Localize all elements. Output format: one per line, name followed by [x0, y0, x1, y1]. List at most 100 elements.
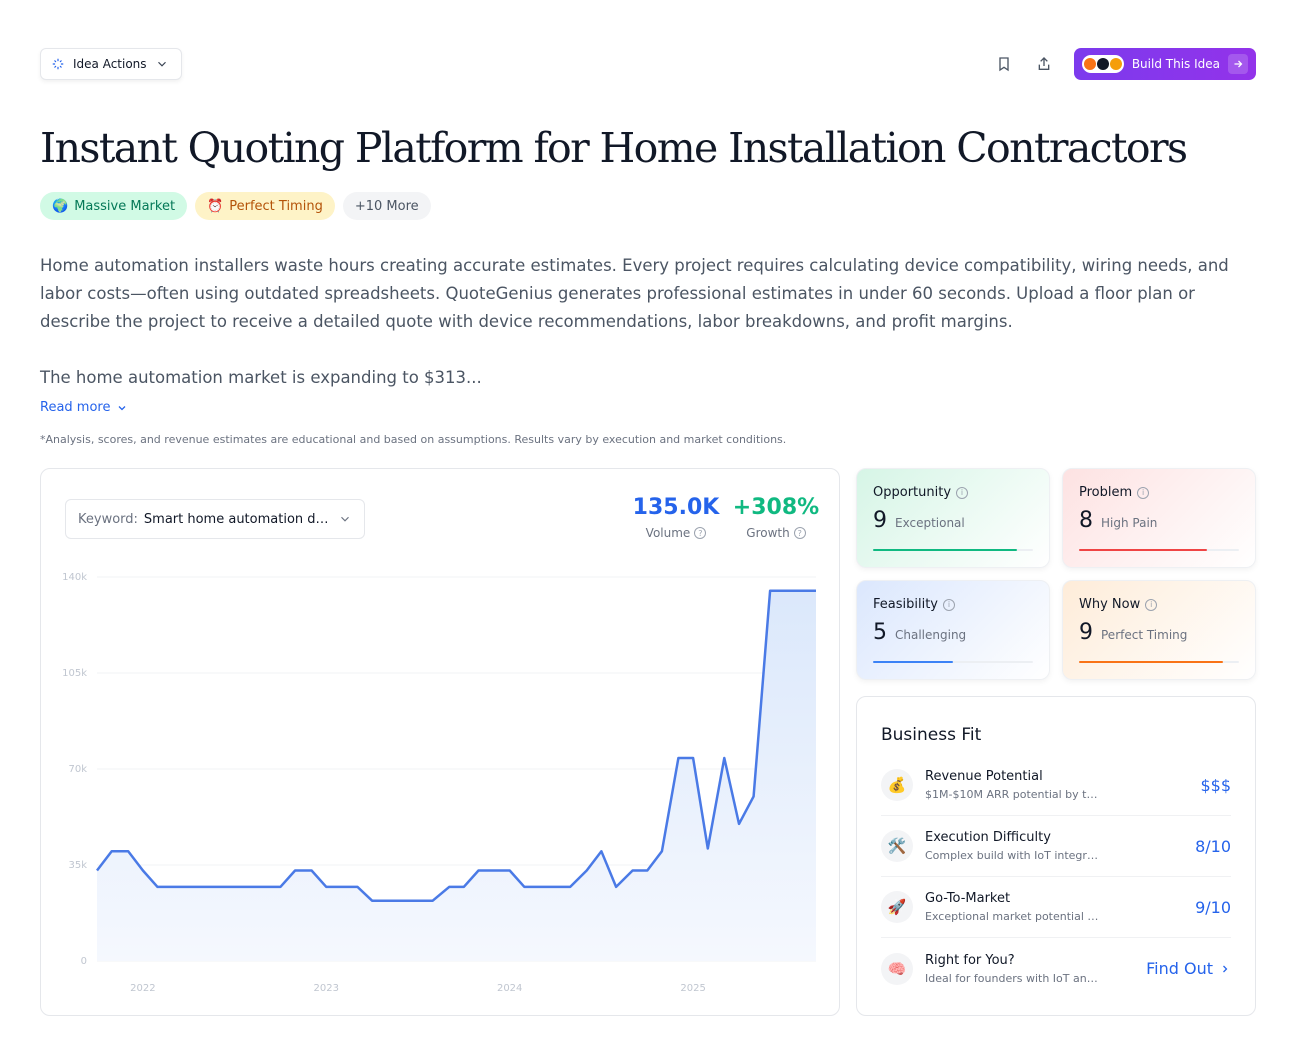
row-value: 8/10: [1195, 836, 1231, 856]
share-button[interactable]: [1034, 54, 1054, 74]
score-label: Opportunity: [873, 485, 952, 500]
business-fit-title: Business Fit: [881, 725, 982, 745]
score-track: [1079, 549, 1239, 551]
score-value: 8: [1079, 508, 1093, 533]
y-tick-label: 70k: [68, 764, 87, 775]
score-card-why-now[interactable]: Why Now i 9 Perfect Timing: [1062, 580, 1256, 680]
x-tick-label: 2024: [497, 983, 522, 994]
business-fit-row-execution[interactable]: 🛠️ Execution Difficulty Complex build wi…: [881, 816, 1231, 877]
build-this-idea-label: Build This Idea: [1131, 57, 1220, 71]
tools-icon: 🛠️: [881, 830, 913, 862]
score-track: [1079, 661, 1239, 663]
info-icon[interactable]: i: [1145, 598, 1158, 611]
chevron-down-icon: [341, 516, 349, 522]
volume-value: 135.0K: [632, 495, 720, 520]
idea-actions-button[interactable]: Idea Actions: [40, 48, 182, 80]
money-bag-icon: 💰: [881, 769, 913, 801]
score-label: Feasibility: [873, 597, 938, 612]
row-subtitle: Complex build with IoT integrations: [925, 849, 1100, 862]
x-tick-label: 2025: [680, 983, 705, 994]
business-fit-row-revenue[interactable]: 💰 Revenue Potential $1M-$10M ARR potenti…: [881, 755, 1231, 816]
page-title: Instant Quoting Platform for Home Instal…: [40, 124, 1188, 172]
share-icon: [1038, 57, 1050, 70]
find-out-label: Find Out: [1146, 959, 1213, 978]
volume-stat: 135.0K Volume ?: [631, 495, 721, 540]
score-value: 9: [1079, 620, 1093, 645]
keyword-label: Keyword:: [78, 511, 138, 527]
partner-logo-icon: [1109, 58, 1122, 70]
x-tick-label: 2023: [314, 983, 339, 994]
row-name: Go-To-Market: [925, 891, 1011, 906]
top-bar: Idea Actions Build This Idea: [40, 48, 1256, 80]
help-icon[interactable]: ?: [793, 527, 806, 539]
info-icon[interactable]: i: [943, 598, 955, 611]
business-fit-row-go-to-market[interactable]: 🚀 Go-To-Market Exceptional market potent…: [881, 877, 1231, 938]
bookmark-icon: [999, 57, 1009, 72]
bookmark-button[interactable]: [994, 54, 1014, 74]
volume-label: Volume: [645, 526, 691, 540]
tag-label: Massive Market: [74, 198, 176, 214]
score-value: 5: [873, 620, 887, 645]
score-card-problem[interactable]: Problem i 8 High Pain: [1062, 468, 1256, 568]
partner-logos: [1081, 55, 1124, 73]
y-tick-label: 140k: [62, 572, 87, 583]
help-icon[interactable]: ?: [694, 527, 707, 539]
idea-actions-label: Idea Actions: [73, 57, 147, 71]
tag-more[interactable]: +10 More: [342, 192, 431, 220]
keyword-select[interactable]: Keyword: Smart home automation devices: [65, 499, 365, 539]
score-card-feasibility[interactable]: Feasibility i 5 Challenging: [856, 580, 1050, 680]
business-fit-row-right-for-you[interactable]: 🧠 Right for You? Ideal for founders with…: [881, 938, 1231, 999]
score-card-opportunity[interactable]: Opportunity i 9 Exceptional: [856, 468, 1050, 568]
y-tick-label: 35k: [68, 860, 87, 871]
growth-stat: +308% Growth ?: [731, 495, 821, 540]
chevron-right-icon: [1223, 965, 1228, 972]
info-icon[interactable]: i: [1137, 486, 1150, 499]
globe-icon: 🌍: [52, 198, 69, 214]
score-text: Challenging: [895, 628, 967, 642]
score-fill: [1079, 661, 1223, 663]
row-value: 9/10: [1195, 897, 1231, 917]
growth-label: Growth: [746, 526, 790, 540]
area-fill: [97, 590, 816, 961]
score-fill: [873, 661, 953, 663]
y-tick-label: 0: [81, 956, 87, 967]
y-tick-label: 105k: [62, 668, 87, 679]
growth-value: +308%: [732, 495, 820, 520]
trend-chart: 140k 105k 70k 35k 0 2022 2023 2024 2025: [62, 572, 816, 994]
alarm-clock-icon: ⏰: [207, 198, 224, 214]
business-fit-card: Business Fit 💰 Revenue Potential $1M-$10…: [856, 696, 1256, 1016]
idea-description-more: The home automation market is expanding …: [40, 368, 482, 387]
arrow-right-icon: [1228, 54, 1248, 74]
brain-icon: 🧠: [881, 952, 913, 985]
row-subtitle: Exceptional market potential with channe…: [925, 910, 1100, 923]
row-subtitle: Ideal for founders with IoT and construc…: [925, 971, 1100, 985]
score-value: 9: [873, 508, 887, 533]
chevron-down-icon: [157, 61, 166, 67]
read-more-link[interactable]: Read more: [40, 400, 128, 415]
row-value: $$$: [1200, 775, 1231, 795]
keyword-trend-card: Keyword: Smart home automation devices 1…: [40, 468, 840, 1016]
disclaimer: *Analysis, scores, and revenue estimates…: [40, 433, 787, 446]
build-this-idea-button[interactable]: Build This Idea: [1073, 48, 1256, 80]
score-text: Exceptional: [895, 516, 965, 530]
read-more-label: Read more: [40, 400, 111, 415]
score-fill: [1079, 549, 1207, 551]
score-label: Problem: [1079, 485, 1133, 500]
trend-line: [96, 589, 816, 902]
score-text: Perfect Timing: [1101, 628, 1188, 642]
x-tick-label: 2022: [130, 983, 155, 994]
tag-massive-market[interactable]: 🌍 Massive Market: [40, 192, 188, 220]
score-track: [873, 661, 1033, 663]
score-label: Why Now: [1079, 597, 1141, 612]
row-name: Execution Difficulty: [925, 830, 1051, 845]
score-track: [873, 549, 1033, 551]
row-name: Revenue Potential: [925, 769, 1043, 784]
row-name: Right for You?: [925, 952, 1015, 968]
rocket-icon: 🚀: [881, 891, 913, 923]
tag-label: +10 More: [354, 198, 419, 214]
tag-perfect-timing[interactable]: ⏰ Perfect Timing: [195, 192, 335, 220]
chevron-down-icon: [119, 405, 126, 410]
score-text: High Pain: [1101, 516, 1158, 530]
find-out-link[interactable]: Find Out: [1146, 959, 1231, 978]
info-icon[interactable]: i: [956, 486, 969, 499]
